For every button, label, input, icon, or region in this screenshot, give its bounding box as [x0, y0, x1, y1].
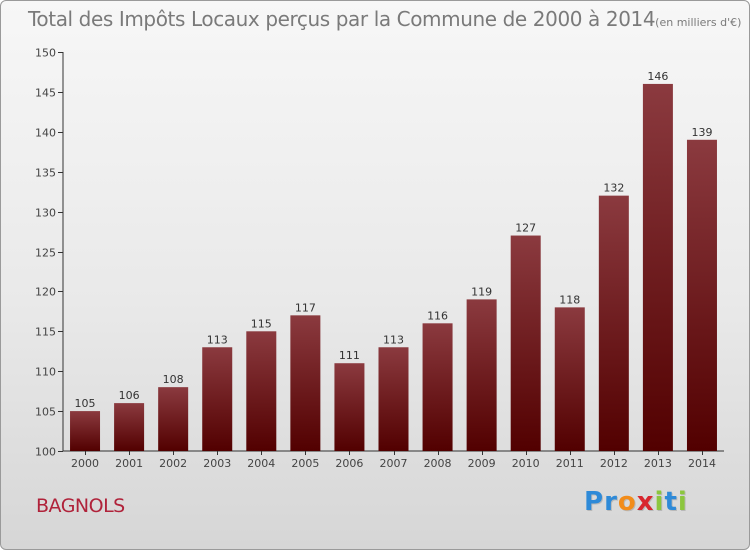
chart-subtitle: (en milliers d'€) — [655, 16, 742, 29]
x-tick-label: 2006 — [335, 457, 363, 470]
y-tick-label: 120 — [35, 286, 56, 299]
data-label: 119 — [471, 285, 492, 298]
x-tick-label: 2014 — [688, 457, 716, 470]
x-tick-label: 2002 — [159, 457, 187, 470]
data-label: 127 — [515, 222, 536, 235]
logo-letter: i — [677, 487, 688, 517]
x-tick-label: 2010 — [512, 457, 540, 470]
x-tick-label: 2007 — [380, 457, 408, 470]
logo-letter: i — [654, 487, 665, 517]
commune-name: BAGNOLS — [36, 495, 125, 517]
x-tick-label: 2004 — [247, 457, 275, 470]
logo-letter: o — [617, 487, 637, 517]
y-tick-label: 135 — [35, 167, 56, 180]
data-label: 108 — [163, 373, 184, 386]
x-tick-label: 2003 — [203, 457, 231, 470]
data-label: 117 — [295, 301, 316, 314]
y-tick-label: 110 — [35, 366, 56, 379]
bar — [334, 363, 365, 451]
bar — [378, 347, 409, 451]
y-tick-label: 130 — [35, 207, 56, 220]
x-tick-label: 2012 — [600, 457, 628, 470]
x-tick-label: 2008 — [424, 457, 452, 470]
bar — [114, 403, 145, 451]
data-label: 113 — [383, 333, 404, 346]
bar — [510, 235, 541, 451]
y-tick-label: 150 — [35, 47, 56, 60]
bar — [554, 307, 585, 451]
x-tick-label: 2005 — [291, 457, 319, 470]
title-text: Total des Impôts Locaux perçus par la Co… — [28, 7, 656, 31]
bar — [686, 139, 717, 451]
x-tick-label: 2000 — [71, 457, 99, 470]
bar — [158, 387, 189, 451]
y-tick-label: 145 — [35, 87, 56, 100]
data-label: 132 — [603, 182, 624, 195]
y-tick-label: 125 — [35, 247, 56, 260]
y-tick-label: 140 — [35, 127, 56, 140]
bar — [70, 411, 101, 451]
bar — [422, 323, 453, 451]
data-label: 111 — [339, 349, 360, 362]
data-label: 118 — [559, 293, 580, 306]
logo-letter: P — [584, 487, 605, 517]
logo-letter: t — [664, 487, 678, 517]
data-label: 115 — [251, 317, 272, 330]
data-label: 146 — [647, 70, 668, 83]
bar — [202, 347, 233, 451]
data-label: 106 — [119, 389, 140, 402]
bar — [246, 331, 277, 451]
bar — [290, 315, 321, 451]
y-tick-label: 115 — [35, 326, 56, 339]
y-tick-label: 100 — [35, 446, 56, 459]
x-tick-label: 2001 — [115, 457, 143, 470]
proxiti-logo[interactable]: Proxiti — [584, 487, 688, 517]
data-label: 113 — [207, 333, 228, 346]
data-label: 116 — [427, 309, 448, 322]
bar — [642, 83, 673, 452]
x-tick-label: 2013 — [644, 457, 672, 470]
bar — [466, 299, 497, 451]
chart-title: Total des Impôts Locaux perçus par la Co… — [28, 7, 741, 31]
logo-letter: x — [636, 487, 655, 517]
x-tick-label: 2009 — [468, 457, 496, 470]
y-tick-label: 105 — [35, 406, 56, 419]
x-tick-label: 2011 — [556, 457, 584, 470]
data-label: 139 — [691, 126, 712, 139]
bar — [598, 195, 629, 451]
logo-letter: r — [604, 487, 618, 517]
data-label: 105 — [75, 397, 96, 410]
